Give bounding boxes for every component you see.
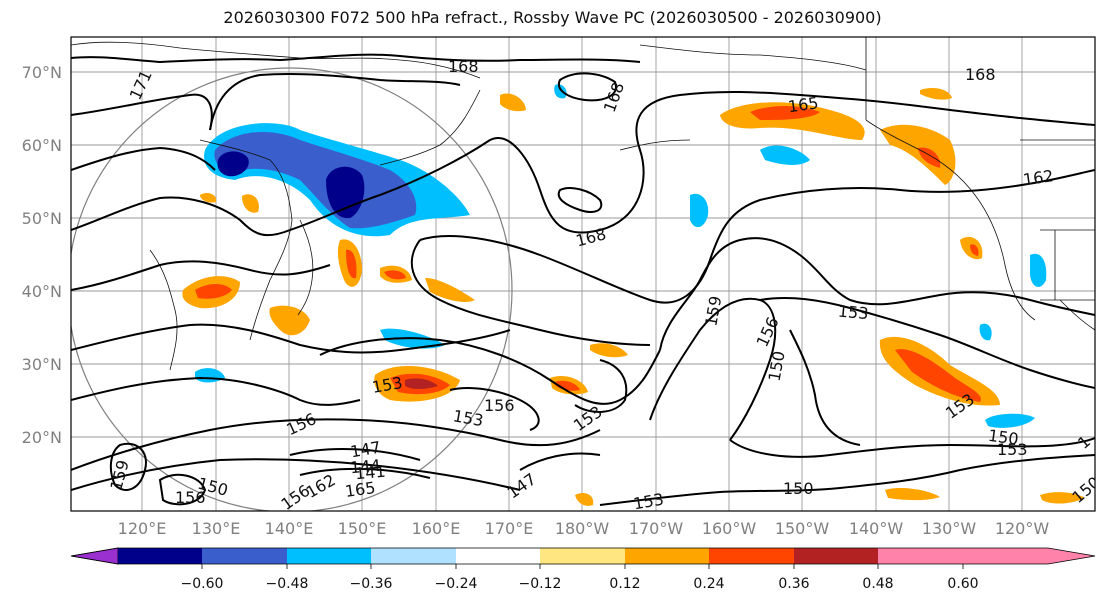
lon-label: 150°W	[775, 519, 830, 538]
lon-label: 150°E	[338, 519, 387, 538]
contour-label: 165	[787, 93, 820, 116]
lat-label: 40°N	[22, 282, 62, 301]
contour-label: 156	[484, 396, 515, 415]
contour-label: 153	[997, 440, 1028, 459]
lon-label: 130°W	[922, 519, 977, 538]
lat-label: 50°N	[22, 209, 62, 228]
contour-label: 141	[354, 462, 386, 484]
lon-label: 130°E	[192, 519, 241, 538]
colorbar-segment	[202, 548, 287, 564]
colorbar-tick-label: 0.48	[862, 576, 893, 592]
lat-label: 20°N	[22, 428, 62, 447]
map-title: 2026030300 F072 500 hPa refract., Rossby…	[223, 8, 882, 27]
longitude-labels: 120°E 130°E 140°E 150°E 160°E 170°E 180°…	[118, 519, 1050, 538]
colorbar-tick-label: −0.36	[350, 576, 393, 592]
colorbar-tick-label: 0.60	[947, 576, 978, 592]
map-frame	[70, 36, 1096, 512]
lon-label: 120°E	[118, 519, 167, 538]
colorbar-extend-low	[70, 547, 119, 565]
colorbar-segment	[709, 548, 794, 564]
contour-label: 153	[837, 302, 869, 324]
lon-label: 160°E	[412, 519, 461, 538]
colorbar-tick-label: 0.12	[609, 576, 640, 592]
colorbar-tick-label: −0.60	[181, 576, 224, 592]
contour-label: 153	[632, 489, 665, 513]
colorbar-segment	[540, 548, 625, 564]
lon-label: 180°W	[555, 519, 610, 538]
lon-label: 140°E	[265, 519, 314, 538]
contour-label: 156	[175, 488, 206, 507]
contour-label: 165	[344, 478, 377, 501]
colorbar: −0.60 −0.48 −0.36 −0.24 −0.12 0.12 0.24 …	[70, 547, 1096, 592]
contour-label: 162	[1022, 166, 1055, 189]
colorbar-tick-label: 0.36	[778, 576, 809, 592]
contour-label: 168	[965, 65, 996, 84]
colorbar-segment	[287, 548, 371, 564]
colorbar-segment	[878, 548, 963, 564]
lat-label: 70°N	[22, 63, 62, 82]
lon-label: 140°W	[849, 519, 904, 538]
colorbar-tick-label: −0.48	[266, 576, 309, 592]
contour-label: 168	[448, 57, 479, 76]
lon-label: 170°W	[629, 519, 684, 538]
map-background	[71, 37, 1095, 511]
colorbar-segment	[371, 548, 456, 564]
lat-label: 30°N	[22, 355, 62, 374]
lat-label: 60°N	[22, 136, 62, 155]
colorbar-segment	[456, 548, 540, 564]
colorbar-segment	[118, 548, 202, 564]
colorbar-tick-label: −0.24	[435, 576, 478, 592]
contour-label: 144	[349, 456, 381, 478]
colorbar-segment	[794, 548, 878, 564]
latitude-labels: 70°N 60°N 50°N 40°N 30°N 20°N	[22, 63, 62, 447]
positive-anomaly-shading	[182, 87, 1085, 506]
colorbar-extend-high	[963, 548, 1095, 564]
region-circle	[71, 67, 513, 511]
lon-label: 120°W	[995, 519, 1050, 538]
lon-label: 160°W	[702, 519, 757, 538]
lon-label: 170°E	[485, 519, 534, 538]
colorbar-tick-label: −0.12	[519, 576, 562, 592]
contour-label: 150	[987, 426, 1020, 449]
colorbar-segment	[625, 548, 709, 564]
contour-label: 150	[783, 479, 814, 498]
height-contours	[71, 53, 1095, 506]
colorbar-tick-label: 0.24	[693, 576, 724, 592]
